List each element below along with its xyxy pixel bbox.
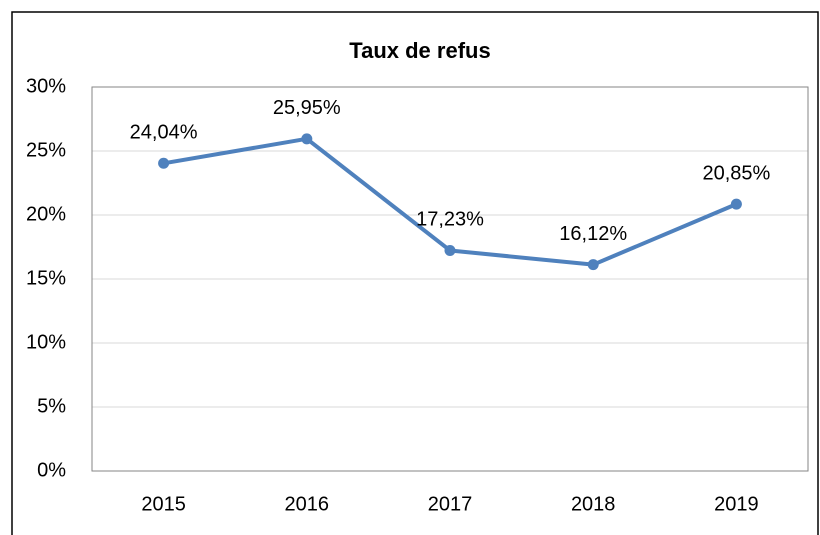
y-tick-label: 10% (26, 331, 66, 353)
y-tick-label: 0% (37, 459, 66, 481)
x-tick-label: 2015 (141, 493, 186, 515)
point (158, 157, 170, 169)
data-label: 24,04% (130, 122, 198, 144)
chart-frame (11, 11, 819, 535)
data-label: 17,23% (416, 209, 484, 231)
plot-area (91, 86, 809, 472)
point (301, 133, 313, 145)
x-tick-label: 2018 (571, 493, 616, 515)
y-tick-label: 15% (26, 267, 66, 289)
chart-title: Taux de refus (349, 38, 490, 63)
x-tick-label: 2019 (714, 493, 759, 515)
y-tick-label: 20% (26, 203, 66, 225)
data-label: 20,85% (702, 162, 770, 184)
data-label: 25,95% (273, 97, 341, 119)
x-tick-label: 2017 (428, 493, 473, 515)
point (587, 259, 599, 271)
point (444, 244, 456, 256)
data-label: 16,12% (559, 223, 627, 245)
y-tick-label: 5% (37, 395, 66, 417)
x-tick-label: 2016 (285, 493, 330, 515)
y-tick-label: 30% (26, 75, 66, 97)
y-tick-label: 25% (26, 139, 66, 161)
point (730, 198, 742, 210)
